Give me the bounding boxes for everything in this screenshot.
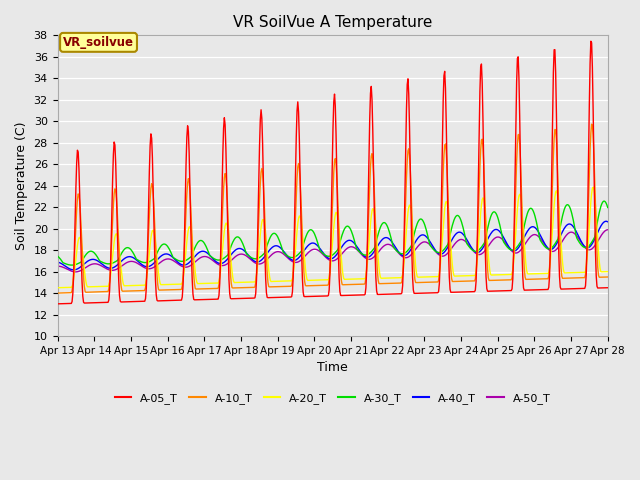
A-50_T xyxy=(121,261,129,266)
A-05_T xyxy=(604,285,612,290)
Line: A-30_T: A-30_T xyxy=(58,201,608,265)
A-10_T xyxy=(588,121,595,127)
A-40_T xyxy=(602,218,610,224)
A-40_T xyxy=(206,252,214,258)
A-20_T xyxy=(205,280,213,286)
A-50_T xyxy=(63,266,71,272)
A-40_T xyxy=(604,219,612,225)
Line: A-05_T: A-05_T xyxy=(58,41,608,304)
Text: VR_soilvue: VR_soilvue xyxy=(63,36,134,49)
A-50_T xyxy=(400,254,408,260)
A-30_T xyxy=(54,253,61,259)
Line: A-20_T: A-20_T xyxy=(58,187,608,288)
A-30_T xyxy=(68,262,76,268)
A-40_T xyxy=(70,267,77,273)
A-10_T xyxy=(54,290,61,296)
A-20_T xyxy=(399,266,407,272)
A-20_T xyxy=(54,285,61,290)
A-40_T xyxy=(121,255,129,261)
A-40_T xyxy=(400,253,408,259)
A-30_T xyxy=(206,253,214,259)
A-40_T xyxy=(417,233,424,239)
A-30_T xyxy=(177,258,184,264)
A-20_T xyxy=(63,285,71,290)
A-30_T xyxy=(400,251,408,256)
A-05_T xyxy=(587,38,595,44)
A-20_T xyxy=(415,274,423,280)
A-10_T xyxy=(205,286,213,291)
A-50_T xyxy=(177,263,184,269)
A-30_T xyxy=(604,204,612,210)
A-20_T xyxy=(604,269,612,275)
A-50_T xyxy=(417,241,424,247)
A-05_T xyxy=(205,297,213,302)
A-50_T xyxy=(54,264,61,269)
A-10_T xyxy=(399,260,407,266)
A-05_T xyxy=(176,298,184,303)
Legend: A-05_T, A-10_T, A-20_T, A-30_T, A-40_T, A-50_T: A-05_T, A-10_T, A-20_T, A-30_T, A-40_T, … xyxy=(110,389,555,408)
A-40_T xyxy=(54,259,61,265)
A-05_T xyxy=(415,290,423,296)
A-20_T xyxy=(176,281,184,287)
A-20_T xyxy=(120,283,128,288)
A-30_T xyxy=(600,198,608,204)
A-10_T xyxy=(415,280,423,286)
A-30_T xyxy=(63,262,71,267)
Line: A-10_T: A-10_T xyxy=(58,124,608,293)
A-05_T xyxy=(120,299,128,305)
A-10_T xyxy=(63,290,71,296)
X-axis label: Time: Time xyxy=(317,361,348,374)
Title: VR SoilVue A Temperature: VR SoilVue A Temperature xyxy=(233,15,432,30)
A-50_T xyxy=(604,227,612,233)
A-30_T xyxy=(121,246,129,252)
A-50_T xyxy=(71,269,79,275)
A-40_T xyxy=(177,262,184,267)
A-10_T xyxy=(120,288,128,294)
Line: A-50_T: A-50_T xyxy=(58,230,608,272)
A-05_T xyxy=(63,300,71,306)
A-40_T xyxy=(63,264,71,270)
A-20_T xyxy=(589,184,597,190)
A-10_T xyxy=(176,287,184,292)
A-50_T xyxy=(206,255,214,261)
A-05_T xyxy=(399,264,407,270)
A-30_T xyxy=(417,216,424,222)
Y-axis label: Soil Temperature (C): Soil Temperature (C) xyxy=(15,121,28,250)
A-10_T xyxy=(604,274,612,280)
A-05_T xyxy=(54,301,61,307)
Line: A-40_T: A-40_T xyxy=(58,221,608,270)
